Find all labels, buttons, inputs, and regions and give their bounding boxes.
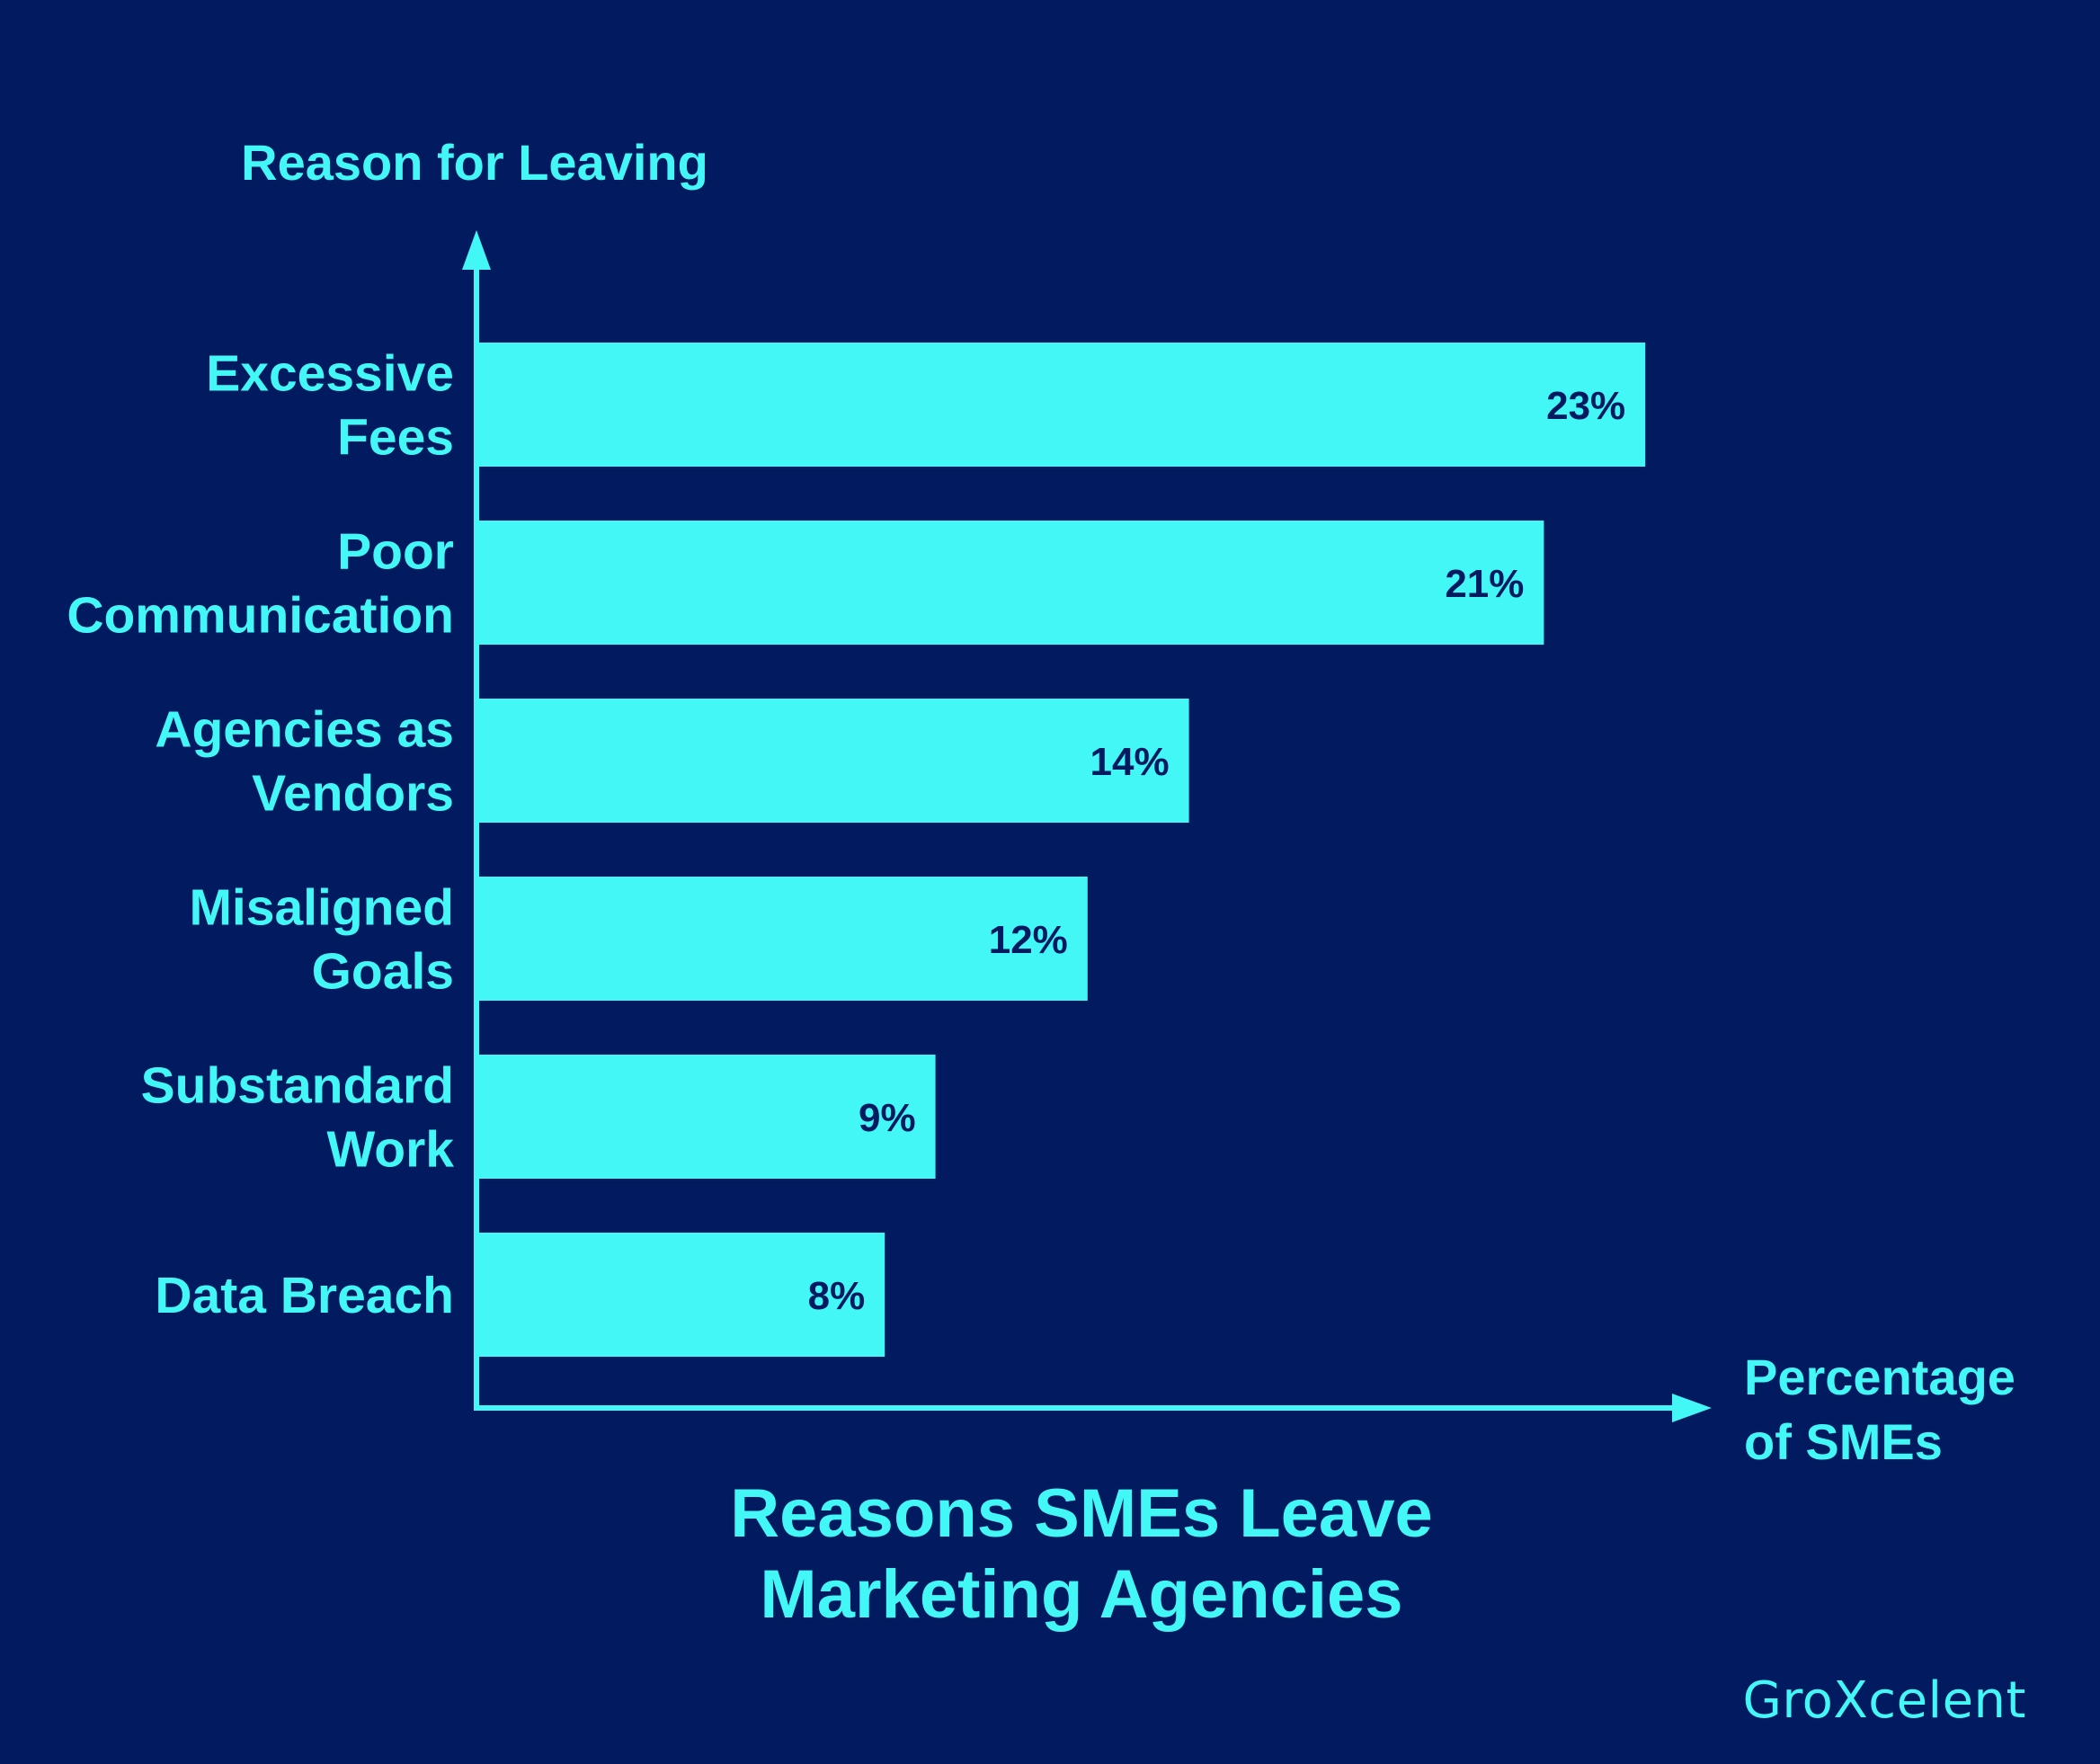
- category-label-line: Communication: [67, 587, 454, 645]
- category-label-line: Vendors: [252, 765, 454, 823]
- category-label-line: Fees: [337, 409, 454, 467]
- bar: [479, 1055, 936, 1179]
- y-axis-arrow-icon: [462, 230, 491, 270]
- bar-value-label: 8%: [808, 1274, 866, 1318]
- bar: [479, 521, 1544, 645]
- chart-title-line: Marketing Agencies: [760, 1556, 1402, 1633]
- bar-value-label: 14%: [1090, 740, 1170, 784]
- bar: [479, 1233, 885, 1357]
- x-axis-title-line: Percentage: [1744, 1349, 2015, 1405]
- bar-value-label: 21%: [1445, 562, 1524, 606]
- category-label-line: Agencies as: [155, 701, 454, 759]
- brand-logo-text: GroXcelent: [1742, 1671, 2026, 1730]
- bar-value-label: 12%: [989, 918, 1068, 962]
- category-label-line: Data Breach: [155, 1267, 454, 1324]
- x-axis-title-line: of SMEs: [1744, 1413, 1943, 1470]
- y-axis-title: Reason for Leaving: [241, 134, 708, 191]
- category-label-line: Substandard: [141, 1057, 454, 1115]
- bar-value-label: 23%: [1546, 384, 1625, 428]
- bar: [479, 699, 1189, 823]
- bar-value-label: 9%: [859, 1096, 916, 1140]
- chart-title-line: Reasons SMEs Leave: [730, 1475, 1433, 1552]
- category-label-line: Excessive: [206, 345, 454, 403]
- bar: [479, 343, 1646, 467]
- category-label-line: Work: [327, 1121, 455, 1179]
- category-label-line: Misaligned: [189, 879, 454, 937]
- category-label-line: Goals: [312, 943, 454, 1001]
- bar: [479, 877, 1088, 1001]
- category-label-line: Poor: [337, 523, 454, 581]
- x-axis-arrow-icon: [1672, 1394, 1712, 1422]
